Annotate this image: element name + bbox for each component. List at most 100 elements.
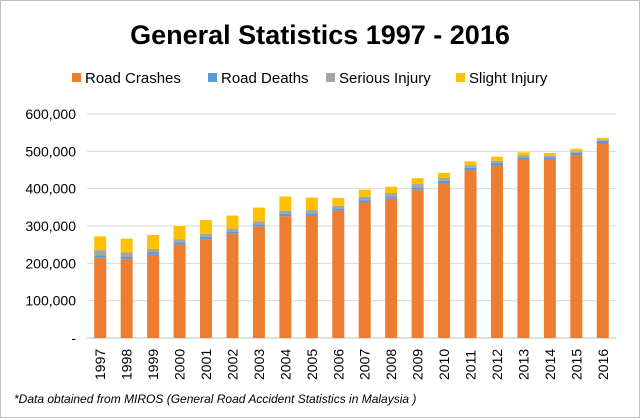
bar-segment: [596, 139, 609, 141]
bar-segment: [252, 221, 265, 225]
bar-segment: [226, 233, 239, 338]
bar-segment: [543, 155, 556, 158]
bar-segment: [147, 234, 160, 249]
source-note: *Data obtained from MIROS (General Road …: [14, 392, 416, 406]
legend-label: Road Deaths: [221, 70, 309, 87]
bar-segment: [173, 242, 186, 245]
bar-segment: [517, 155, 530, 158]
y-tick-label: 200,000: [25, 255, 76, 271]
y-tick-label: 300,000: [25, 218, 76, 234]
legend-swatch: [208, 73, 217, 82]
x-tick-label: 2001: [198, 349, 214, 380]
x-tick-label: 2007: [357, 349, 373, 380]
bar-segment: [200, 236, 213, 240]
bar-segment: [226, 228, 239, 232]
bar-segment: [438, 172, 451, 178]
bar-segment: [332, 205, 345, 209]
bar-segment: [305, 213, 318, 216]
bar-segment: [120, 256, 133, 260]
bar-segment: [305, 197, 318, 210]
x-tick-label: 1999: [145, 349, 161, 380]
bar-segment: [490, 156, 503, 161]
bar-segment: [332, 208, 345, 211]
bar-segment: [279, 213, 292, 217]
bar-segment: [464, 167, 477, 171]
bar-segment: [570, 152, 583, 156]
bar-segment: [279, 210, 292, 214]
bar-segment: [385, 186, 398, 194]
bar-segment: [279, 216, 292, 338]
bar-segment: [358, 196, 371, 201]
x-tick-label: 2013: [515, 349, 531, 380]
x-tick-label: 2010: [436, 349, 452, 380]
bar-segment: [252, 226, 265, 338]
bar-segment: [252, 207, 265, 222]
bar-segment: [226, 215, 239, 229]
bar-segment: [411, 187, 424, 190]
y-tick-label: 600,000: [25, 106, 76, 122]
bar-segment: [94, 236, 107, 251]
bar-segment: [438, 183, 451, 338]
x-tick-label: 2014: [542, 349, 558, 380]
bar-segment: [226, 231, 239, 234]
bar-segment: [147, 248, 160, 253]
bar-segment: [570, 155, 583, 338]
legend-swatch: [326, 73, 335, 82]
x-tick-label: 2005: [304, 349, 320, 380]
bar-segment: [517, 159, 530, 338]
y-tick-label: -: [71, 330, 76, 346]
bar-segment: [147, 254, 160, 338]
bar-segment: [596, 143, 609, 338]
bar-segment: [173, 239, 186, 243]
x-tick-label: 2003: [251, 349, 267, 380]
x-tick-label: 2009: [410, 349, 426, 380]
legend-swatch: [72, 73, 81, 82]
bar-segment: [358, 202, 371, 338]
bar-segment: [490, 162, 503, 166]
legend-swatch: [456, 73, 465, 82]
bar-segment: [570, 148, 583, 152]
bar-segment: [358, 189, 371, 197]
bar-segment: [543, 157, 556, 160]
bar-segment: [200, 233, 213, 237]
x-tick-label: 2012: [489, 349, 505, 380]
bar-segment: [173, 226, 186, 240]
x-tick-label: 2008: [383, 349, 399, 380]
bar-segment: [543, 159, 556, 338]
bar-segment: [200, 220, 213, 234]
legend-label: Road Crashes: [85, 70, 181, 87]
chart-legend: Road Crashes Road Deaths Serious Injury Sli…: [72, 70, 548, 87]
bar-segment: [490, 165, 503, 338]
y-tick-label: 100,000: [25, 293, 76, 309]
bar-segment: [517, 152, 530, 156]
bar-segment: [332, 210, 345, 338]
x-tick-label: 1997: [92, 349, 108, 380]
bar-segment: [411, 178, 424, 185]
bar-segment: [411, 184, 424, 188]
bar-segment: [385, 196, 398, 199]
bar-segment: [173, 244, 186, 338]
bar-segment: [147, 252, 160, 255]
x-tick-label: 2006: [330, 349, 346, 380]
bar-segment: [385, 198, 398, 338]
y-tick-label: 400,000: [25, 181, 76, 197]
bar-segment: [543, 152, 556, 156]
bar-segment: [358, 200, 371, 203]
bar-segment: [490, 160, 503, 163]
gridlines: [87, 113, 616, 339]
bar-segment: [332, 197, 345, 206]
bar-segment: [94, 257, 107, 338]
bar-segment: [517, 157, 530, 160]
bar-segment: [120, 252, 133, 257]
bar-segment: [438, 177, 451, 181]
bar-segment: [596, 140, 609, 144]
legend-label: Slight Injury: [469, 70, 548, 87]
bar-segment: [464, 165, 477, 168]
bar-segment: [305, 215, 318, 338]
bar-segment: [438, 180, 451, 184]
bar-segment: [94, 255, 107, 258]
x-tick-label: 1998: [119, 349, 135, 380]
x-axis: 1997 1998 1999 2000 2001 2002 2003 2004 2005 2006…: [92, 349, 611, 380]
bar-segment: [464, 170, 477, 338]
